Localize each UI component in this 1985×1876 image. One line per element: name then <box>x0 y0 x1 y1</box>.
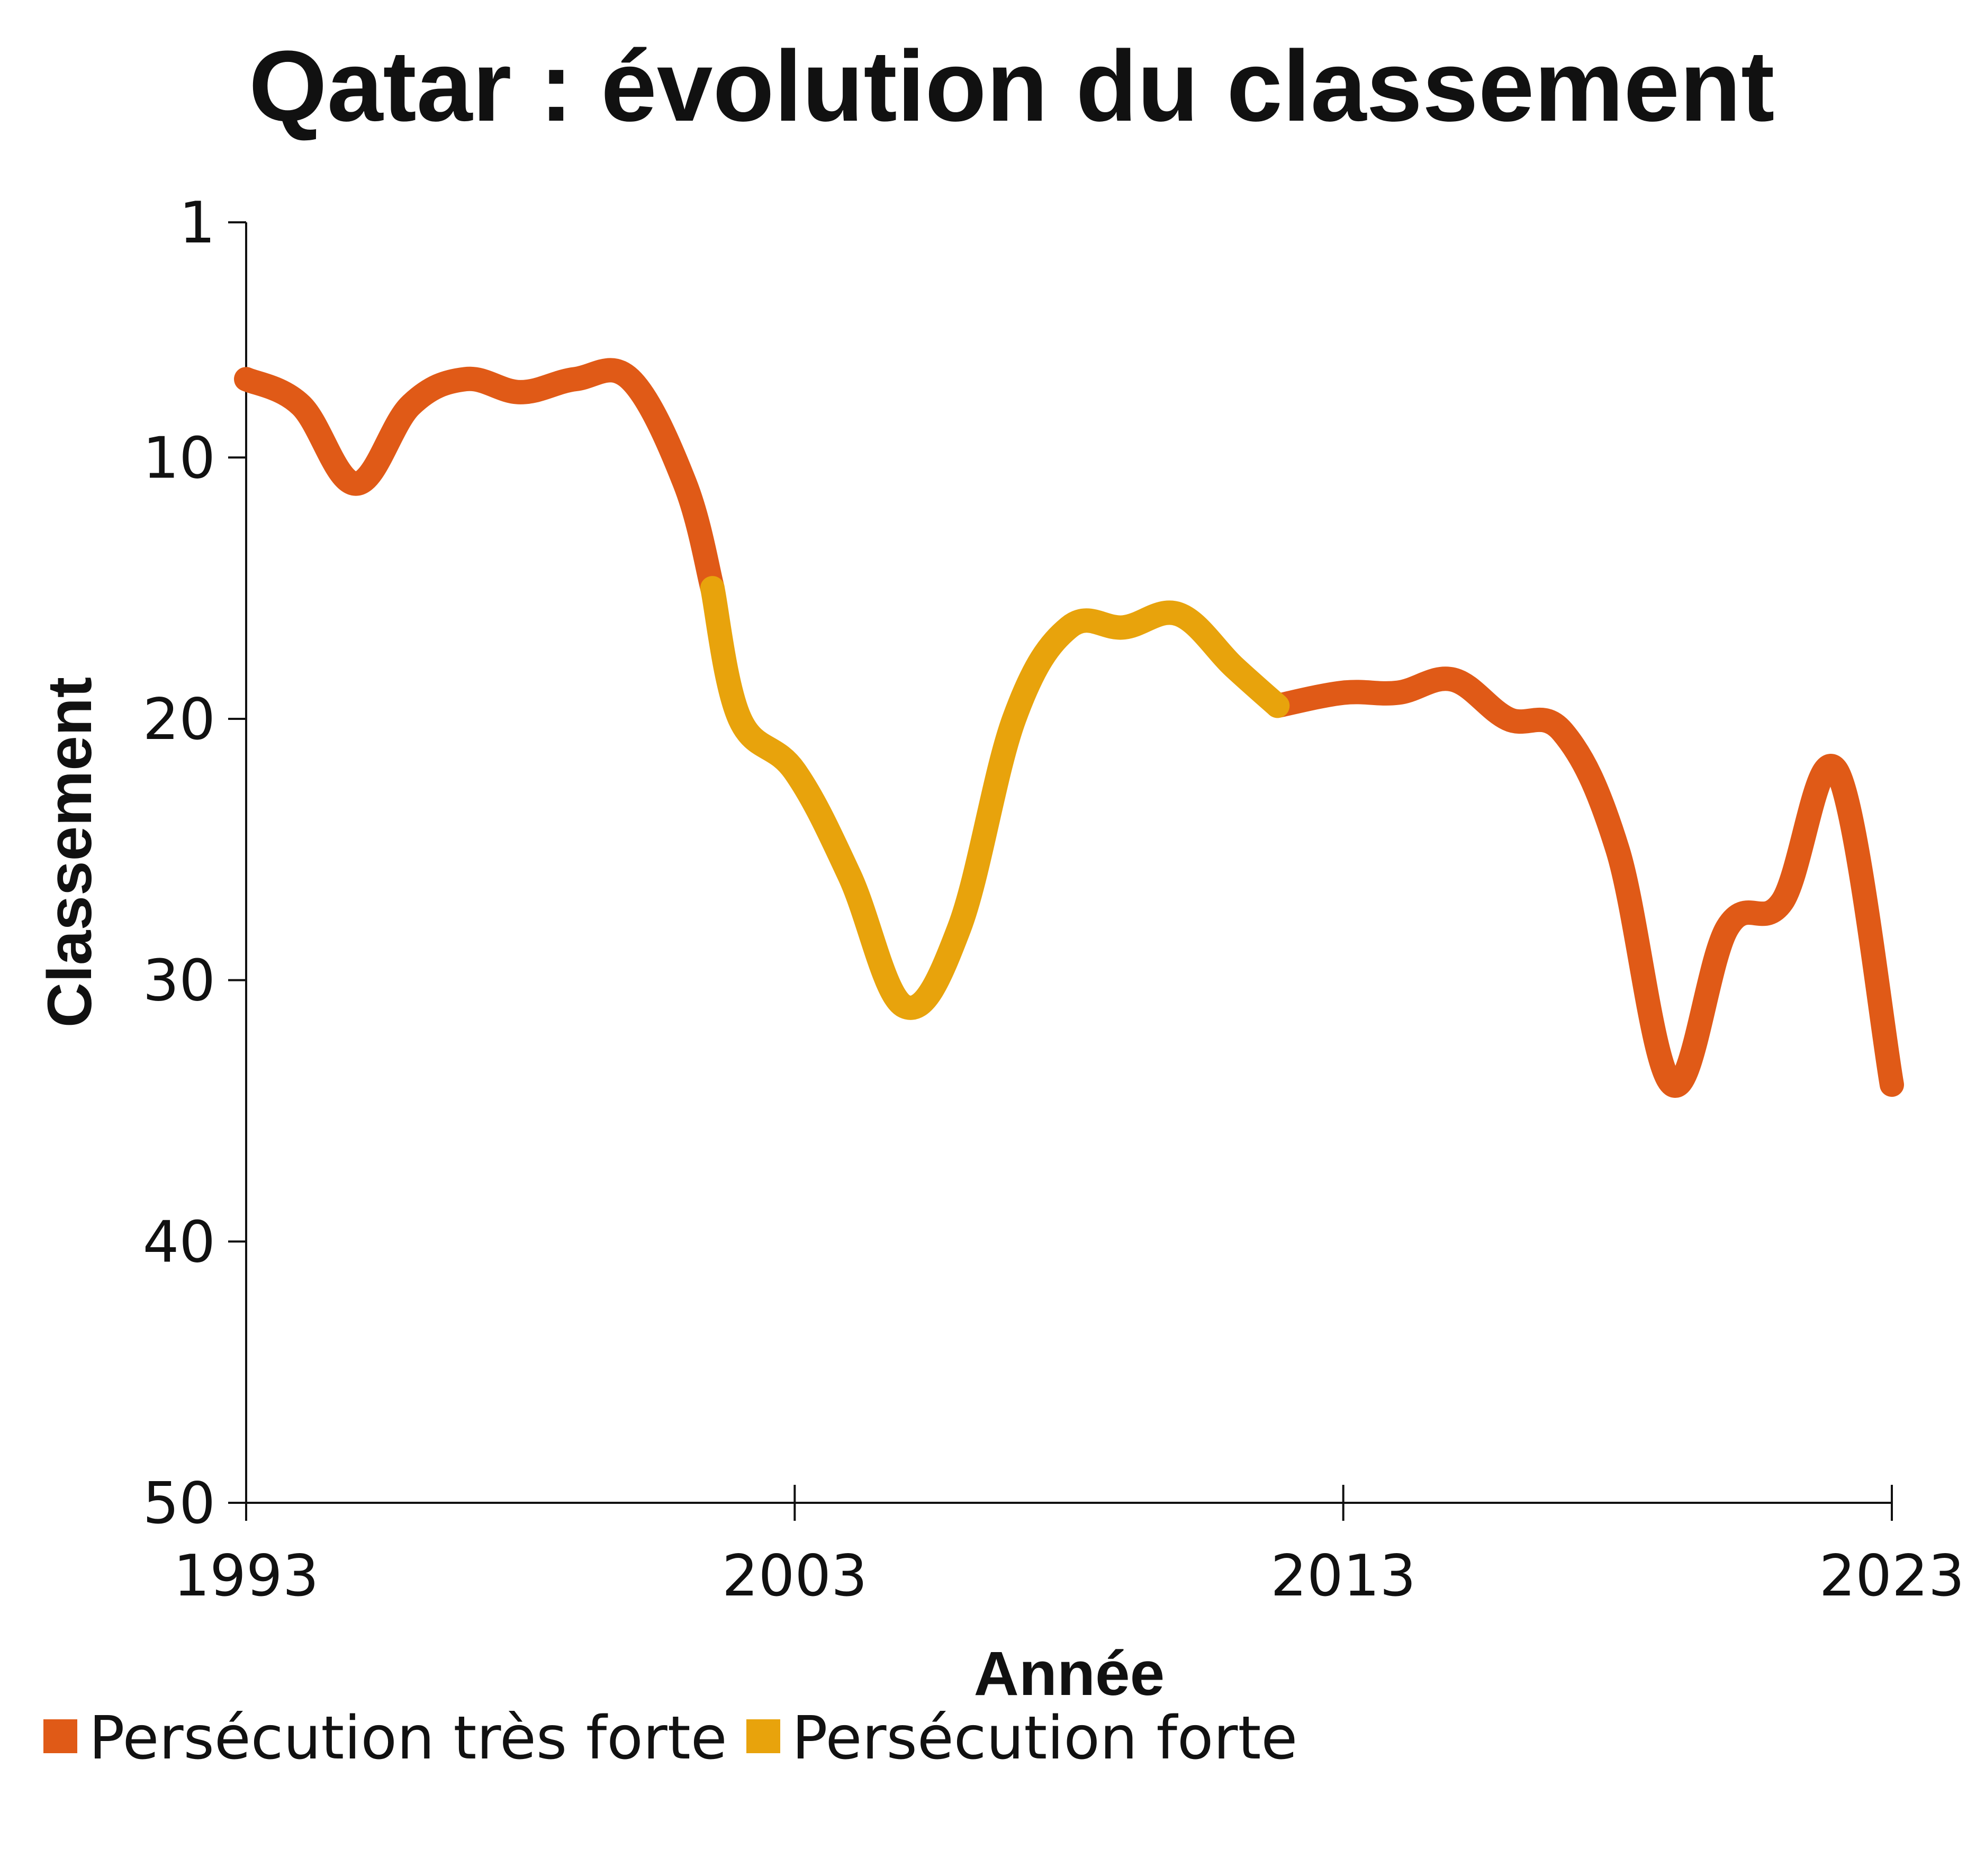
legend-swatch <box>746 1719 780 1753</box>
series-line-tres-forte <box>1265 666 1904 1098</box>
x-tick-label: 2023 <box>1819 1543 1965 1609</box>
y-tick-label: 50 <box>143 1471 215 1537</box>
series-line-forte <box>700 576 1290 1020</box>
y-tick-label: 40 <box>143 1209 215 1275</box>
legend: Persécution très forte Persécution forte <box>43 1704 1297 1773</box>
x-tick-label: 2003 <box>722 1543 868 1609</box>
x-tick-label: 1993 <box>174 1543 319 1609</box>
series-lines <box>234 358 1904 1098</box>
y-axis-title: Classement <box>35 677 105 1027</box>
y-tick-label: 10 <box>143 425 215 491</box>
y-tick-label: 30 <box>143 948 215 1014</box>
chart-title: Qatar : évolution du classement <box>249 30 1774 142</box>
series-line-tres-forte <box>234 358 725 601</box>
legend-swatch <box>43 1719 77 1753</box>
y-tick-label: 1 <box>179 190 215 256</box>
legend-label: Persécution forte <box>792 1704 1297 1773</box>
x-tick-label: 2013 <box>1270 1543 1416 1609</box>
x-axis-title: Année <box>974 1639 1165 1709</box>
y-tick-label: 20 <box>143 687 215 753</box>
legend-label: Persécution très forte <box>89 1704 727 1773</box>
